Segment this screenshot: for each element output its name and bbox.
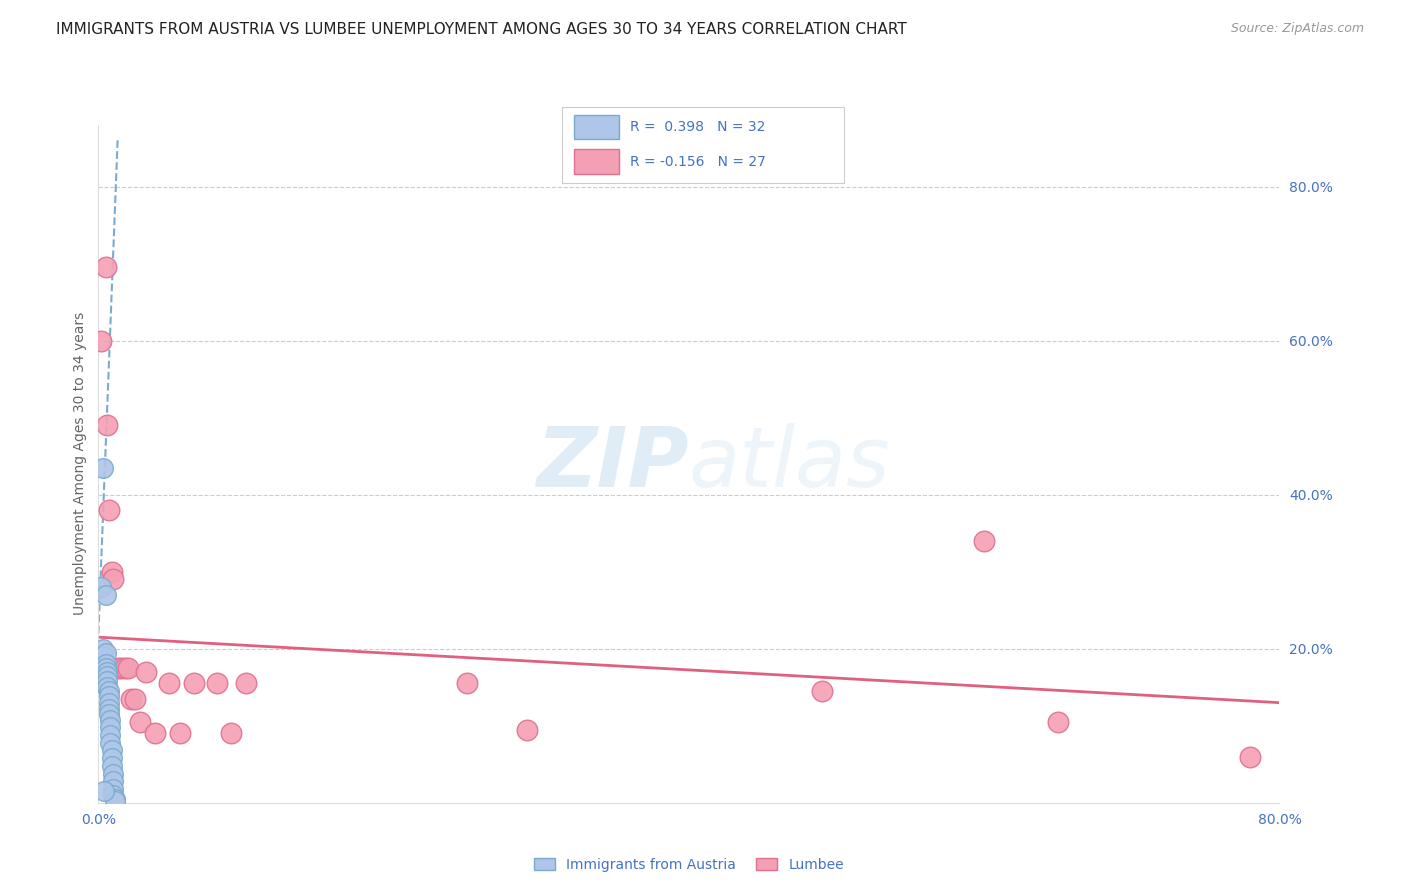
Point — [96, 665, 118, 679]
FancyBboxPatch shape — [562, 107, 844, 183]
Point — [100, 751, 122, 765]
Point — [97, 707, 120, 722]
Point — [94, 260, 117, 275]
Point — [183, 676, 205, 690]
Point — [110, 661, 132, 675]
Point — [93, 784, 115, 798]
Point — [96, 418, 118, 433]
Point — [135, 665, 157, 679]
Point — [97, 684, 120, 698]
Point — [120, 691, 142, 706]
Point — [107, 661, 129, 675]
Point — [157, 676, 180, 690]
Point — [124, 691, 146, 706]
Point — [128, 714, 150, 729]
Text: atlas: atlas — [689, 424, 890, 504]
Point — [100, 743, 122, 757]
Text: ZIP: ZIP — [536, 424, 689, 504]
Point — [94, 646, 117, 660]
Point — [100, 565, 122, 579]
Point — [810, 684, 832, 698]
Point — [94, 657, 117, 672]
Bar — [574, 150, 619, 174]
Point — [103, 573, 125, 587]
Point — [169, 726, 191, 740]
Point — [104, 794, 127, 808]
Text: Source: ZipAtlas.com: Source: ZipAtlas.com — [1230, 22, 1364, 36]
Point — [103, 766, 125, 780]
Bar — [574, 115, 619, 139]
Point — [103, 774, 125, 789]
Point — [91, 649, 114, 664]
Point — [97, 696, 120, 710]
Point — [96, 669, 118, 683]
Point — [97, 702, 120, 716]
Point — [91, 641, 114, 656]
Point — [117, 661, 139, 675]
Point — [103, 788, 125, 802]
Point — [456, 676, 478, 690]
Point — [98, 713, 121, 727]
Y-axis label: Unemployment Among Ages 30 to 34 years: Unemployment Among Ages 30 to 34 years — [73, 312, 87, 615]
Point — [103, 781, 125, 796]
Point — [515, 723, 537, 737]
Point — [96, 674, 118, 689]
Point — [114, 661, 136, 675]
Point — [97, 503, 120, 517]
Point — [104, 792, 127, 806]
Text: R =  0.398   N = 32: R = 0.398 N = 32 — [630, 120, 765, 134]
Text: R = -0.156   N = 27: R = -0.156 N = 27 — [630, 154, 766, 169]
Legend: Immigrants from Austria, Lumbee: Immigrants from Austria, Lumbee — [529, 852, 849, 877]
Point — [235, 676, 257, 690]
Point — [205, 676, 228, 690]
Point — [94, 588, 117, 602]
Point — [98, 720, 121, 734]
Point — [96, 680, 118, 694]
Point — [94, 661, 117, 675]
Point — [1239, 749, 1261, 764]
Point — [1046, 714, 1069, 729]
Point — [91, 460, 114, 475]
Point — [93, 661, 115, 675]
Text: IMMIGRANTS FROM AUSTRIA VS LUMBEE UNEMPLOYMENT AMONG AGES 30 TO 34 YEARS CORRELA: IMMIGRANTS FROM AUSTRIA VS LUMBEE UNEMPL… — [56, 22, 907, 37]
Point — [90, 334, 112, 348]
Point — [100, 759, 122, 773]
Point — [98, 728, 121, 742]
Point — [143, 726, 166, 740]
Point — [97, 690, 120, 704]
Point — [98, 736, 121, 750]
Point — [973, 533, 995, 548]
Point — [90, 580, 112, 594]
Point — [219, 726, 242, 740]
